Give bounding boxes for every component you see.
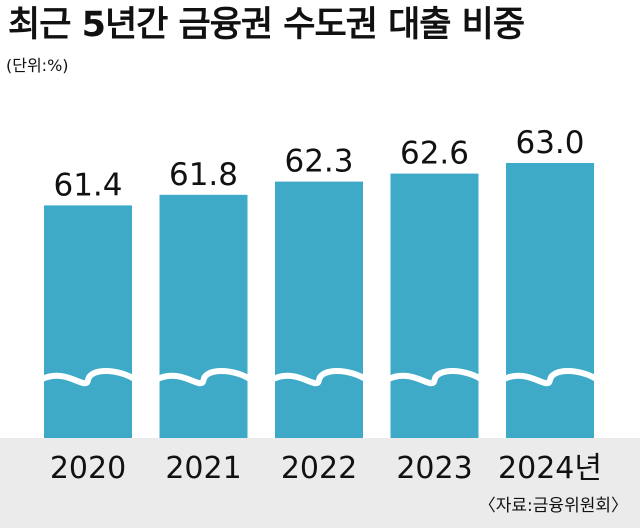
category-labels-layer: 2020 2021 2022 2023 2024년 (50, 451, 602, 486)
bar-2024년 (506, 163, 594, 438)
unit-label: (단위:%) (6, 56, 69, 75)
category-label: 2021 (165, 451, 241, 486)
value-label: 61.4 (53, 167, 122, 203)
bars-layer (44, 163, 594, 438)
category-label: 2022 (281, 451, 357, 486)
bar-2023 (390, 173, 479, 438)
value-label: 62.3 (284, 144, 353, 180)
category-label: 2020 (50, 451, 126, 486)
axis-break-mark (152, 368, 255, 387)
bar-2022 (275, 181, 363, 438)
bar-2021 (159, 194, 248, 438)
value-labels-layer: 61.4 61.8 62.3 62.6 63.0 (53, 125, 584, 203)
axis-break-mark (499, 368, 601, 387)
axis-break-mark (37, 368, 139, 387)
bar-2020 (44, 205, 132, 438)
axis-break-layer (37, 368, 601, 387)
value-label: 61.8 (169, 157, 238, 193)
value-label: 63.0 (515, 125, 584, 161)
category-label: 2024년 (498, 451, 602, 486)
axis-break-mark (268, 368, 370, 387)
value-label: 62.6 (400, 136, 469, 172)
category-band (0, 438, 640, 528)
axis-break-mark (383, 368, 486, 387)
source-note: 〈자료:금융위원회〉 (478, 496, 628, 516)
category-label: 2023 (396, 451, 472, 486)
chart-title: 최근 5년간 금융권 수도권 대출 비중 (8, 5, 525, 45)
